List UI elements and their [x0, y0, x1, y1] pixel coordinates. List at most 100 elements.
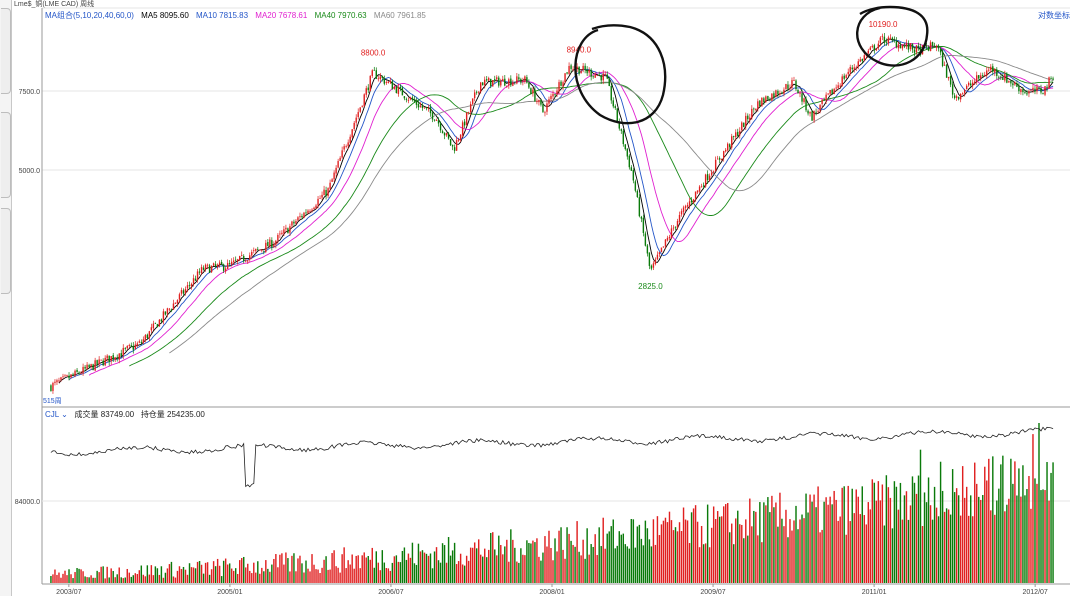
candle-body: [986, 70, 988, 76]
volume-bar: [554, 538, 556, 583]
candle-body: [259, 249, 261, 251]
volume-bar: [150, 565, 153, 583]
volume-bar: [403, 547, 406, 583]
candle-body: [134, 344, 137, 349]
candle-body: [867, 50, 870, 54]
hand-drawn-circle-2011: [856, 5, 929, 67]
volume-bar: [769, 512, 771, 583]
candle-body: [447, 133, 450, 139]
candle-body: [253, 250, 255, 252]
candle-body: [210, 265, 213, 273]
candle-body: [638, 197, 641, 217]
volume-bar: [251, 573, 253, 583]
volume-bar: [469, 547, 472, 583]
volume-bar: [853, 513, 855, 583]
candle-body: [220, 262, 223, 265]
candle-body: [1026, 93, 1028, 95]
candle-body: [825, 94, 827, 101]
volume-bar: [558, 530, 560, 583]
volume-bar: [751, 526, 753, 583]
candle-body: [560, 81, 562, 86]
volume-bar: [596, 555, 598, 583]
period-count: 515周: [43, 398, 62, 405]
candle-body: [132, 345, 134, 350]
side-tab-1[interactable]: [1, 8, 11, 94]
candle-body: [606, 74, 608, 79]
candle-body: [381, 76, 384, 78]
side-tab-2[interactable]: [1, 112, 11, 198]
candle-body: [184, 289, 187, 294]
candle-body: [823, 98, 825, 100]
ma60-line: [169, 55, 1054, 354]
candle-body: [247, 260, 249, 262]
chevron-down-icon[interactable]: ⌄: [61, 410, 68, 419]
volume-bar: [953, 492, 956, 583]
candle-body: [801, 93, 803, 102]
volume-bar: [1012, 483, 1014, 583]
candle-body: [781, 92, 783, 94]
volume-bar: [865, 524, 868, 583]
volume-bar: [70, 574, 72, 583]
volume-bar: [405, 559, 408, 583]
candle-body: [433, 119, 436, 121]
ma-group-label[interactable]: MA组合(5,10,20,40,60,0): [45, 11, 134, 20]
volume-bar: [194, 568, 197, 583]
candle-body: [965, 85, 968, 90]
volume-bar: [297, 558, 299, 583]
candle-body: [387, 81, 390, 83]
volume-bar: [656, 516, 659, 583]
x-tick-label: 2009/07: [700, 589, 725, 596]
volume-bar: [72, 578, 74, 583]
candle-body: [753, 108, 755, 110]
candle-body: [961, 93, 964, 95]
candle-body: [488, 78, 490, 81]
volume-bar: [106, 566, 108, 583]
volume-bar: [1002, 455, 1004, 583]
candle-body: [612, 100, 614, 107]
candle-body: [269, 239, 271, 247]
volume-bar: [1050, 472, 1052, 583]
candle-body: [572, 69, 574, 71]
volume-bar: [650, 546, 653, 583]
volume-bar: [546, 546, 548, 583]
volume-bar: [502, 554, 504, 583]
volume-bar: [490, 532, 492, 583]
volume-bar: [755, 511, 757, 583]
volume-bar: [76, 568, 78, 583]
candle-body: [245, 260, 247, 262]
candle-body: [285, 227, 287, 230]
volume-bar: [307, 568, 309, 583]
candle-body: [879, 37, 882, 44]
volume-bar: [144, 576, 147, 583]
candle-body: [779, 93, 781, 95]
volume-bar: [544, 536, 546, 583]
candle-body: [881, 35, 884, 37]
side-tab-3[interactable]: [1, 208, 11, 294]
candle-body: [889, 37, 892, 39]
log-scale-button[interactable]: 对数坐标: [1038, 11, 1070, 20]
candle-body: [722, 151, 725, 159]
volume-bar: [676, 531, 679, 583]
candle-body: [811, 111, 813, 121]
volume-bar: [78, 568, 80, 583]
candle-body: [463, 121, 466, 126]
volume-bar: [716, 511, 719, 583]
volume-bar: [556, 551, 558, 583]
candle-body: [990, 66, 992, 70]
volume-bar: [984, 466, 986, 583]
candle-body: [451, 144, 454, 147]
candle-body: [80, 373, 82, 375]
volume-bar: [162, 577, 165, 583]
volume-bar: [431, 568, 434, 583]
candle-body: [160, 319, 163, 322]
volume-bar: [1004, 511, 1006, 583]
volume-bar: [887, 487, 890, 583]
volume-bar: [477, 539, 480, 583]
candle-body: [417, 103, 420, 108]
volume-bar: [807, 512, 809, 583]
candle-body: [984, 74, 986, 77]
indicator-selector[interactable]: CJL: [45, 410, 59, 419]
candle-body: [327, 188, 329, 196]
volume-bar: [425, 553, 428, 583]
